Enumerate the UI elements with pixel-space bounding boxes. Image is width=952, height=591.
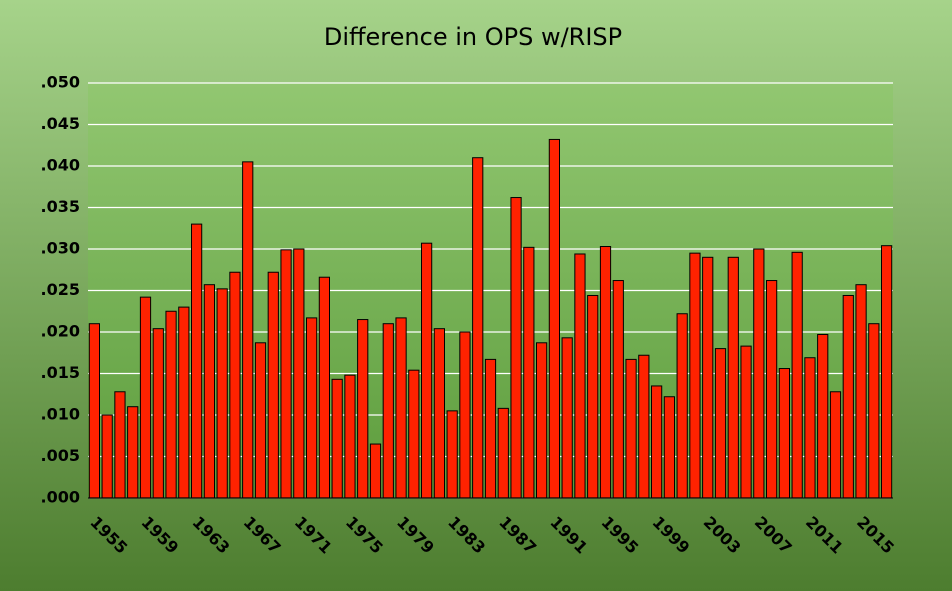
bar [817, 333, 829, 499]
bar [612, 280, 624, 499]
bar [881, 245, 893, 499]
bar [459, 331, 471, 499]
bar [191, 223, 203, 499]
bar [101, 414, 113, 499]
y-tick-label: .015 [41, 363, 80, 382]
bar [216, 288, 228, 499]
bar [599, 246, 612, 499]
bar [178, 306, 190, 499]
bar [676, 313, 688, 499]
bar [152, 328, 164, 499]
bar [472, 157, 484, 499]
y-tick-label: .025 [41, 280, 80, 299]
bar [408, 369, 420, 499]
bar [242, 161, 254, 499]
bar [651, 385, 663, 499]
bar [331, 378, 343, 499]
bar [229, 271, 241, 499]
bar [421, 242, 433, 499]
y-tick-label: .005 [41, 446, 80, 465]
bar [587, 294, 599, 499]
bar [778, 368, 790, 499]
bar [727, 256, 739, 499]
y-tick-label: .040 [41, 156, 80, 175]
bar [267, 271, 279, 499]
bar [306, 317, 318, 499]
bar [523, 246, 535, 499]
y-tick-label: .045 [41, 114, 80, 133]
bar [548, 138, 560, 499]
bar [804, 357, 816, 499]
bar [855, 284, 867, 499]
bar [139, 296, 152, 499]
chart-title: Difference in OPS w/RISP [324, 23, 622, 51]
bar [114, 391, 126, 499]
bar [127, 406, 139, 499]
bar [625, 358, 637, 499]
bar [791, 251, 803, 499]
bar [740, 345, 752, 499]
bar [165, 310, 177, 499]
bar [369, 443, 382, 499]
bar [484, 358, 497, 499]
bar [753, 248, 765, 499]
bar [344, 374, 356, 499]
bar [318, 276, 330, 499]
y-tick-label: .020 [41, 322, 80, 341]
bar [446, 410, 458, 499]
bar [663, 396, 675, 499]
bar [203, 284, 215, 499]
y-tick-label: .035 [41, 197, 80, 216]
bar [638, 354, 650, 499]
bar [689, 252, 701, 499]
bar [766, 280, 778, 499]
bar [829, 391, 842, 499]
bar [395, 317, 407, 499]
bar [561, 337, 573, 499]
y-tick-label: .030 [41, 239, 80, 258]
bar [510, 197, 522, 499]
bar [88, 323, 101, 499]
bar [280, 249, 292, 499]
bar [382, 323, 394, 499]
y-tick-label: .000 [41, 488, 80, 507]
bar [357, 319, 369, 499]
bar [536, 342, 548, 499]
bar [702, 256, 714, 499]
bar [433, 328, 445, 499]
bar [293, 248, 305, 499]
y-tick-label: .050 [41, 73, 80, 92]
bar [714, 348, 727, 499]
bar [842, 294, 854, 499]
y-tick-label: .010 [41, 405, 80, 424]
bar [497, 407, 509, 499]
bar [574, 253, 586, 499]
bar [254, 342, 267, 499]
bar [868, 323, 880, 499]
